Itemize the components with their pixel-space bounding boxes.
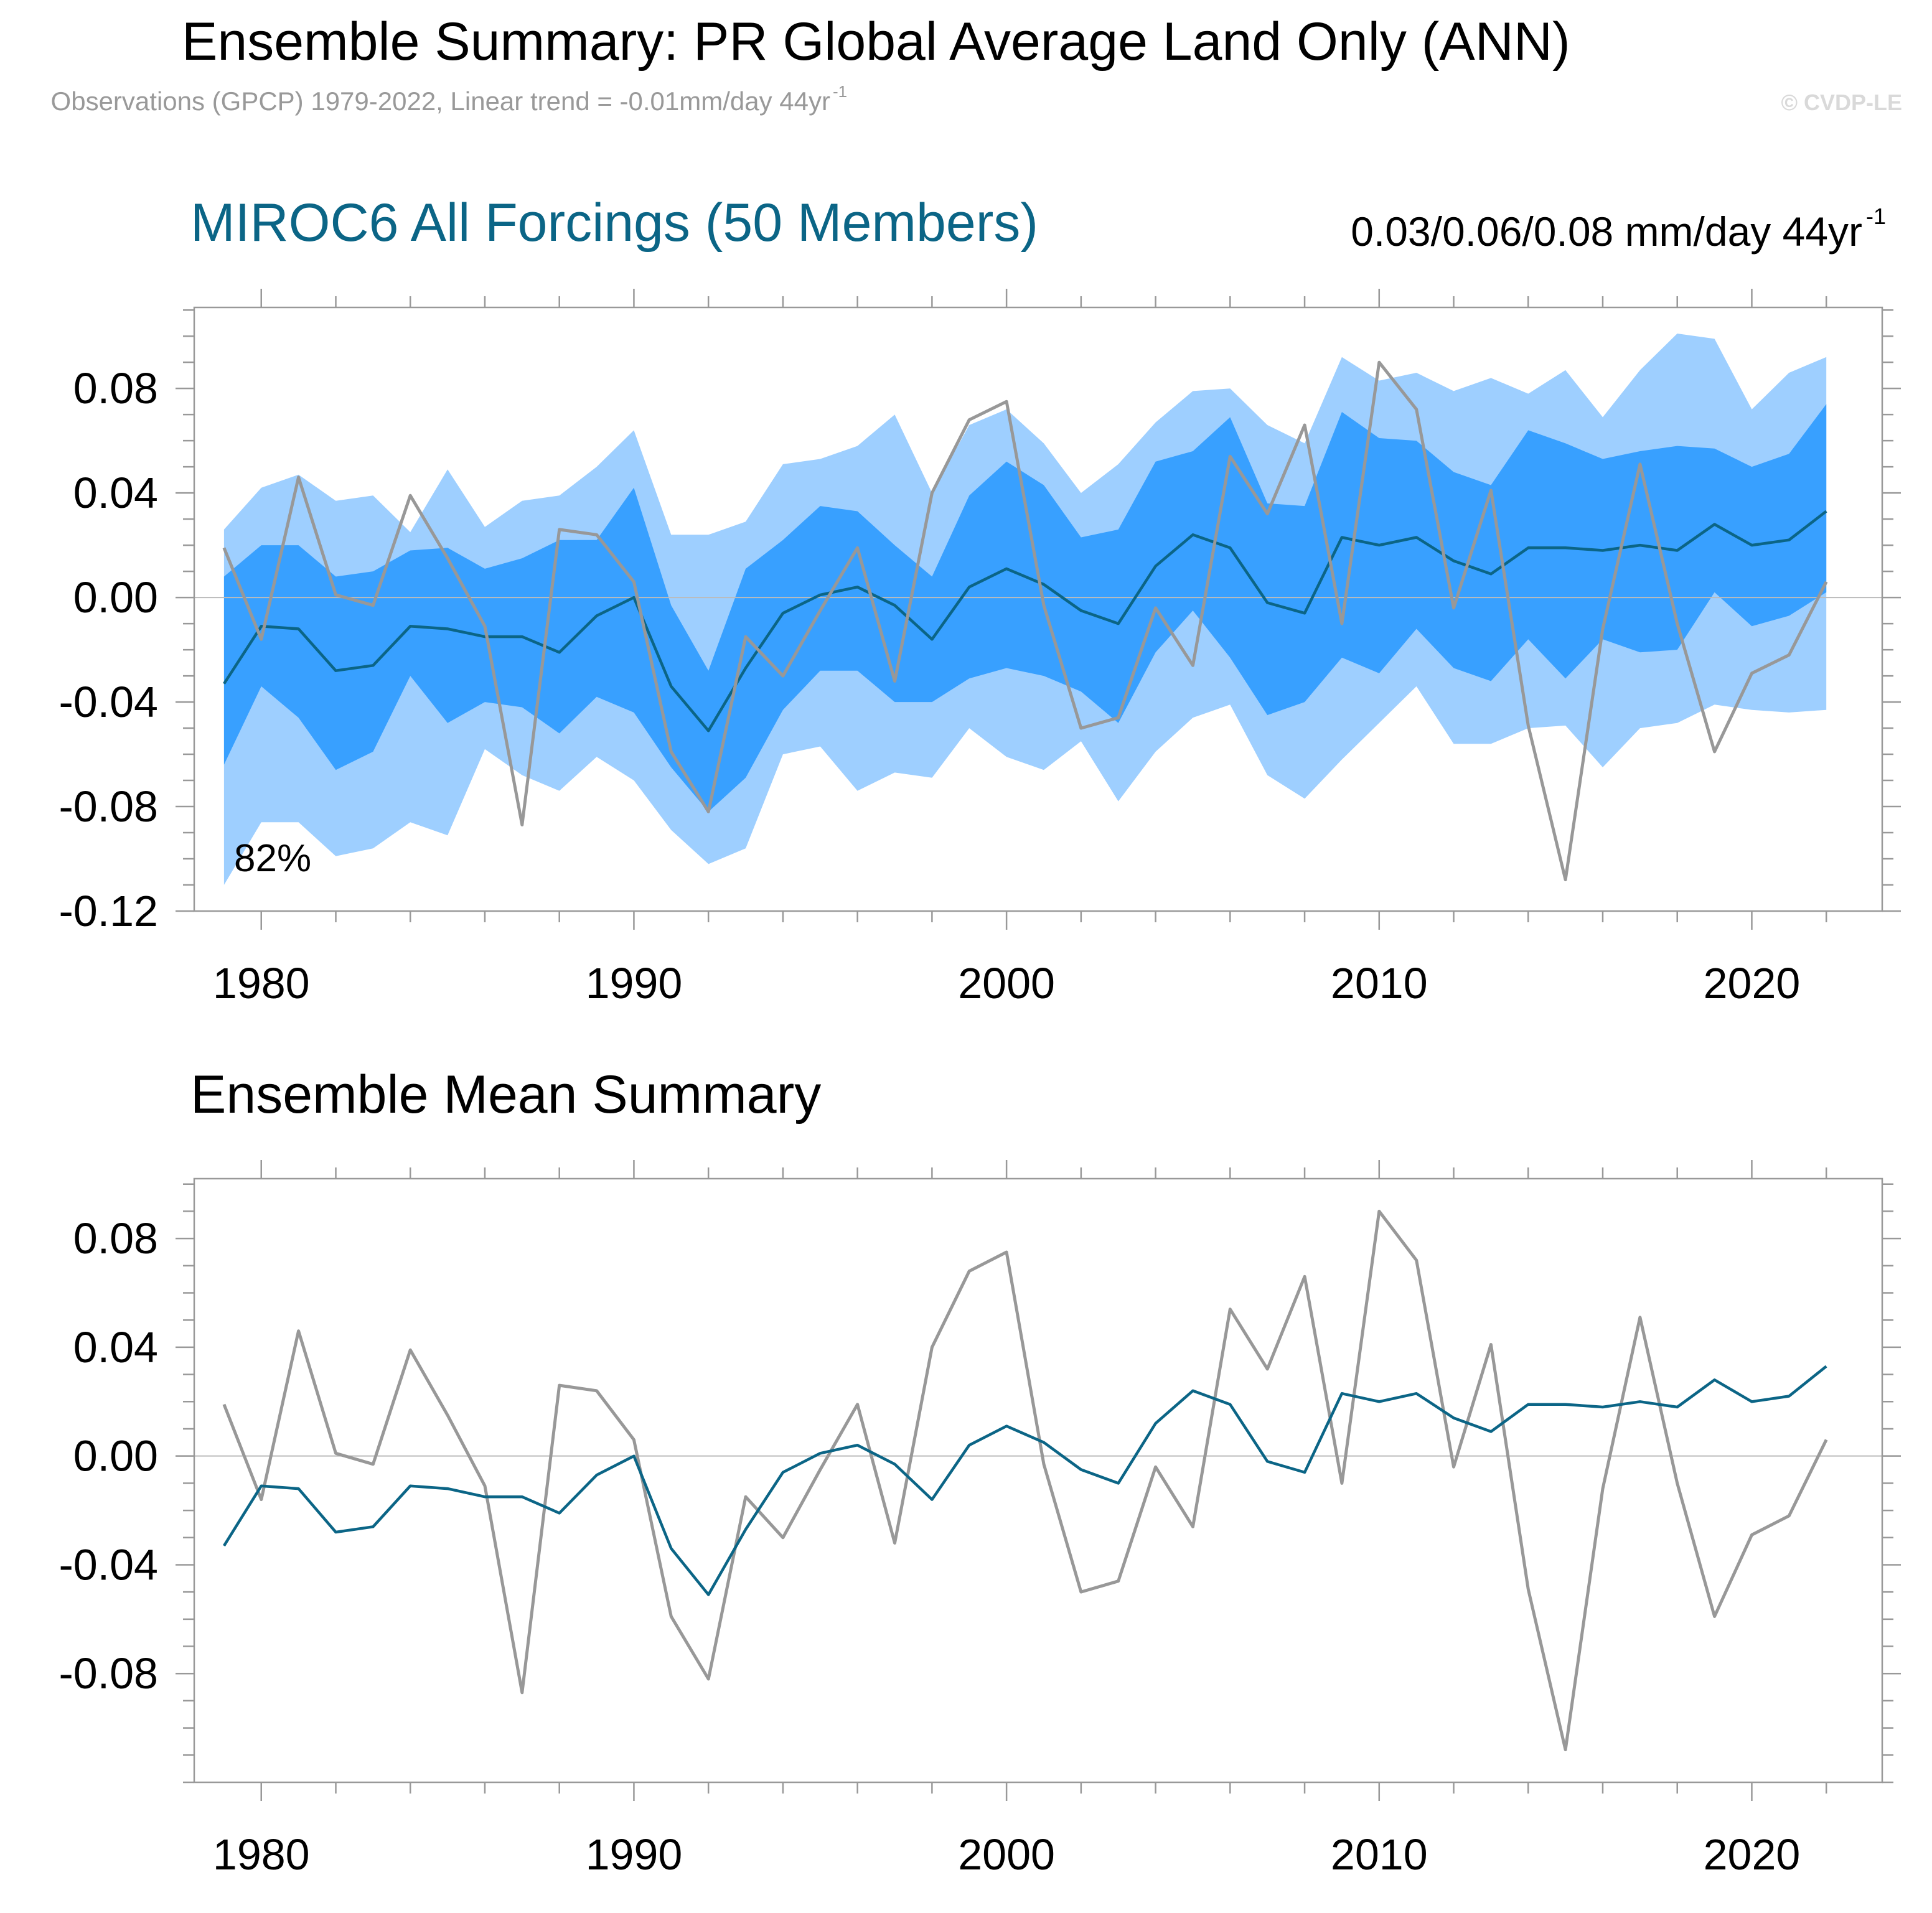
x-tick-label: 2000 <box>958 1830 1055 1879</box>
series-ensemble-mean-line <box>223 510 1827 732</box>
panel2-plot-area: 1980 1990 2000 2010 2020 0.08 0.04 0.00 -0.04 -0.… <box>59 1160 1901 1879</box>
x-tick-label: 2010 <box>1331 959 1428 1008</box>
panel1-plot-area: 1980 1990 2000 2010 2020 0.08 0.04 0.00 -0.04 -0.… <box>59 289 1901 1008</box>
panel2-title: Ensemble Mean Summary <box>190 1065 821 1125</box>
y-tick-label: -0.12 <box>59 887 158 935</box>
plot-frame <box>193 1177 1883 1784</box>
watermark: © CVDP-LE <box>1781 90 1902 115</box>
y-tick-label: 0.00 <box>73 1432 158 1480</box>
y-tick-label: 0.00 <box>73 573 158 622</box>
x-tick-label: 2020 <box>1704 959 1801 1008</box>
panel-ensemble-mean-summary: Ensemble Mean Summary 1980 1990 2000 2010 20… <box>59 1065 1901 1879</box>
y-tick-label: 0.04 <box>73 469 158 517</box>
y-tick-label: 0.08 <box>73 1214 158 1263</box>
y-tick-label: 0.04 <box>73 1323 158 1372</box>
panel1-title: MIROC6 All Forcings (50 Members) <box>190 193 1038 253</box>
panel1-trend-label: 0.03/0.06/0.08 mm/day 44yr <box>1351 208 1862 255</box>
figure-title: Ensemble Summary: PR Global Average Land… <box>182 12 1570 72</box>
series-ensemble-interquartile-band <box>223 404 1827 812</box>
percentage-annotation: 82% <box>234 837 311 880</box>
y-tick-label: 0.08 <box>73 364 158 413</box>
x-tick-label: 2010 <box>1331 1830 1428 1879</box>
y-tick-label: -0.08 <box>59 1649 158 1698</box>
figure-subtitle: Observations (GPCP) 1979-2022, Linear tr… <box>51 87 830 116</box>
x-tick-label: 1990 <box>586 959 683 1008</box>
figure-subtitle-text: Observations (GPCP) 1979-2022, Linear tr… <box>51 87 830 116</box>
y-tick-label: -0.08 <box>59 782 158 831</box>
x-tick-label: 1980 <box>213 1830 310 1879</box>
series-observations-line <box>222 360 1828 882</box>
panel-ensemble-summary: MIROC6 All Forcings (50 Members) 0.03/0.… <box>59 193 1901 1008</box>
x-tick-label: 2000 <box>958 959 1055 1008</box>
plot-frame <box>193 306 1883 912</box>
y-tick-label: -0.04 <box>59 1540 158 1589</box>
series-observations-line <box>222 1209 1828 1752</box>
y-tick-label: -0.04 <box>59 678 158 726</box>
panel1-trend-superscript: -1 <box>1866 203 1886 229</box>
series-ensemble-mean-line <box>222 1365 1827 1596</box>
figure-subtitle-superscript: -1 <box>833 82 847 101</box>
x-tick-label: 2020 <box>1704 1830 1801 1879</box>
x-tick-label: 1980 <box>213 959 310 1008</box>
x-tick-label: 1990 <box>586 1830 683 1879</box>
